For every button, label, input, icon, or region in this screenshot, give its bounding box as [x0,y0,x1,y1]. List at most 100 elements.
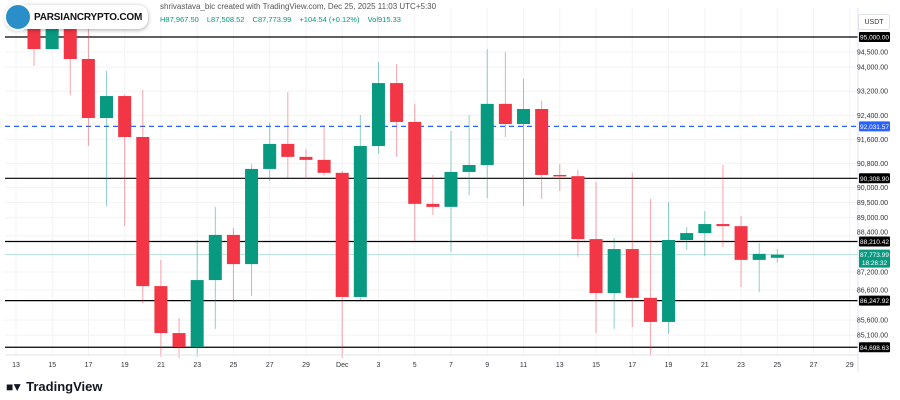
candle[interactable] [770,248,784,263]
candle-body [571,176,585,240]
horizontal-levels [5,36,858,348]
candle-body [154,286,168,334]
candle[interactable] [734,215,748,287]
candle[interactable] [353,115,367,300]
candle-body [390,83,404,122]
candle[interactable] [118,94,132,227]
candle-body [444,171,458,207]
y-tick-label: 92,400.00 [857,113,888,120]
candle-body [426,203,440,207]
x-tick-label: 19 [121,362,129,369]
x-tick-label: 29 [846,362,854,369]
x-tick-label: 21 [157,362,165,369]
candle-body [63,20,77,59]
x-tick-label: 17 [628,362,636,369]
candle-body [371,83,385,147]
tradingview-brand-text: TradingView [26,379,103,394]
candle[interactable] [625,172,639,328]
current-price-label: 87,773.99 [860,252,889,259]
candle[interactable] [716,165,730,247]
y-tick-label: 88,400.00 [857,230,888,237]
y-tick-label: 85,600.00 [857,318,888,325]
candle[interactable] [444,130,458,253]
x-tick-label: 23 [737,362,745,369]
y-tick-label: 94,500.00 [857,50,888,57]
candle[interactable] [335,171,349,359]
candle[interactable] [281,92,295,178]
candle-body [245,168,259,265]
level-price-label: 84,698.63 [860,345,889,352]
current-price-tag [859,249,890,268]
candle-body [190,280,204,347]
level-price-tag [859,173,890,184]
candle[interactable] [498,52,512,137]
x-tick-label: 25 [230,362,238,369]
candle[interactable] [589,181,603,334]
candle[interactable] [390,64,404,157]
y-tick-label: 94,000.00 [857,65,888,72]
ohlc-readout: H87,967.50 L87,508.52 C87,773.99 +104.54… [160,15,407,24]
time-axis[interactable]: 13 15 17 19 21 23 25 27 29 Dec 3 5 7 9 11 13 15 17 19 21 23 2… [12,362,854,369]
candle-body [353,146,367,297]
candle[interactable] [535,100,549,200]
candle-body [607,249,621,294]
candle[interactable] [245,164,259,297]
candle[interactable] [752,243,766,293]
candle-body [299,156,313,160]
candle[interactable] [100,71,114,206]
candle-body [517,108,531,125]
level-price-label: 90,308.90 [860,176,889,183]
x-tick-label: 15 [48,362,56,369]
x-tick-label: 11 [520,362,527,369]
level-price-label: 92,031.57 [860,124,889,131]
candle-body [589,239,603,294]
ohlc-close: C87,773.99 [252,15,292,24]
candle-body [770,254,784,258]
candle[interactable] [226,227,240,303]
candles [27,6,784,359]
ohlc-high: H87,967.50 [160,15,199,24]
level-price-tag [859,32,890,42]
currency-button[interactable]: USDT [858,14,890,30]
candle[interactable] [190,240,204,357]
candle[interactable] [480,49,494,199]
candle[interactable] [317,124,331,176]
x-tick-label: 27 [266,362,274,369]
candle[interactable] [643,199,657,356]
candle-body [226,234,240,265]
candle[interactable] [462,115,476,196]
candle[interactable] [371,62,385,154]
y-tick-label: 90,000.00 [857,185,888,192]
candle-body [553,174,567,177]
candle[interactable] [698,211,712,256]
candle[interactable] [662,202,676,334]
price-axis[interactable]: 94,500.00 94,000.00 93,200.00 92,400.00 91,6… [857,32,890,353]
x-tick-label: Dec [336,362,349,369]
candle[interactable] [517,78,531,206]
watermark-text: PARSIANCRYPTO.COM [34,11,143,23]
candle[interactable] [172,318,186,359]
candle[interactable] [553,164,567,191]
candle[interactable] [208,206,222,329]
candle[interactable] [81,24,95,147]
candle[interactable] [408,103,422,241]
candle[interactable] [607,237,621,329]
candle[interactable] [154,259,168,357]
candle[interactable] [136,90,150,303]
candle-body [263,143,277,169]
candle[interactable] [299,149,313,179]
candle[interactable] [571,169,585,257]
y-tick-label: 90,800.00 [857,161,888,168]
countdown-label: 18:26:32 [862,260,888,267]
candle[interactable] [426,174,440,216]
candle-body [317,159,331,173]
level-price-label: 95,000.00 [860,35,889,42]
x-tick-label: 13 [12,362,20,369]
candle[interactable] [680,227,694,250]
candle-body [498,103,512,125]
candle[interactable] [263,122,277,181]
tree-logo-icon [4,3,32,31]
candle-body [208,234,222,281]
x-tick-label: 3 [377,362,381,369]
